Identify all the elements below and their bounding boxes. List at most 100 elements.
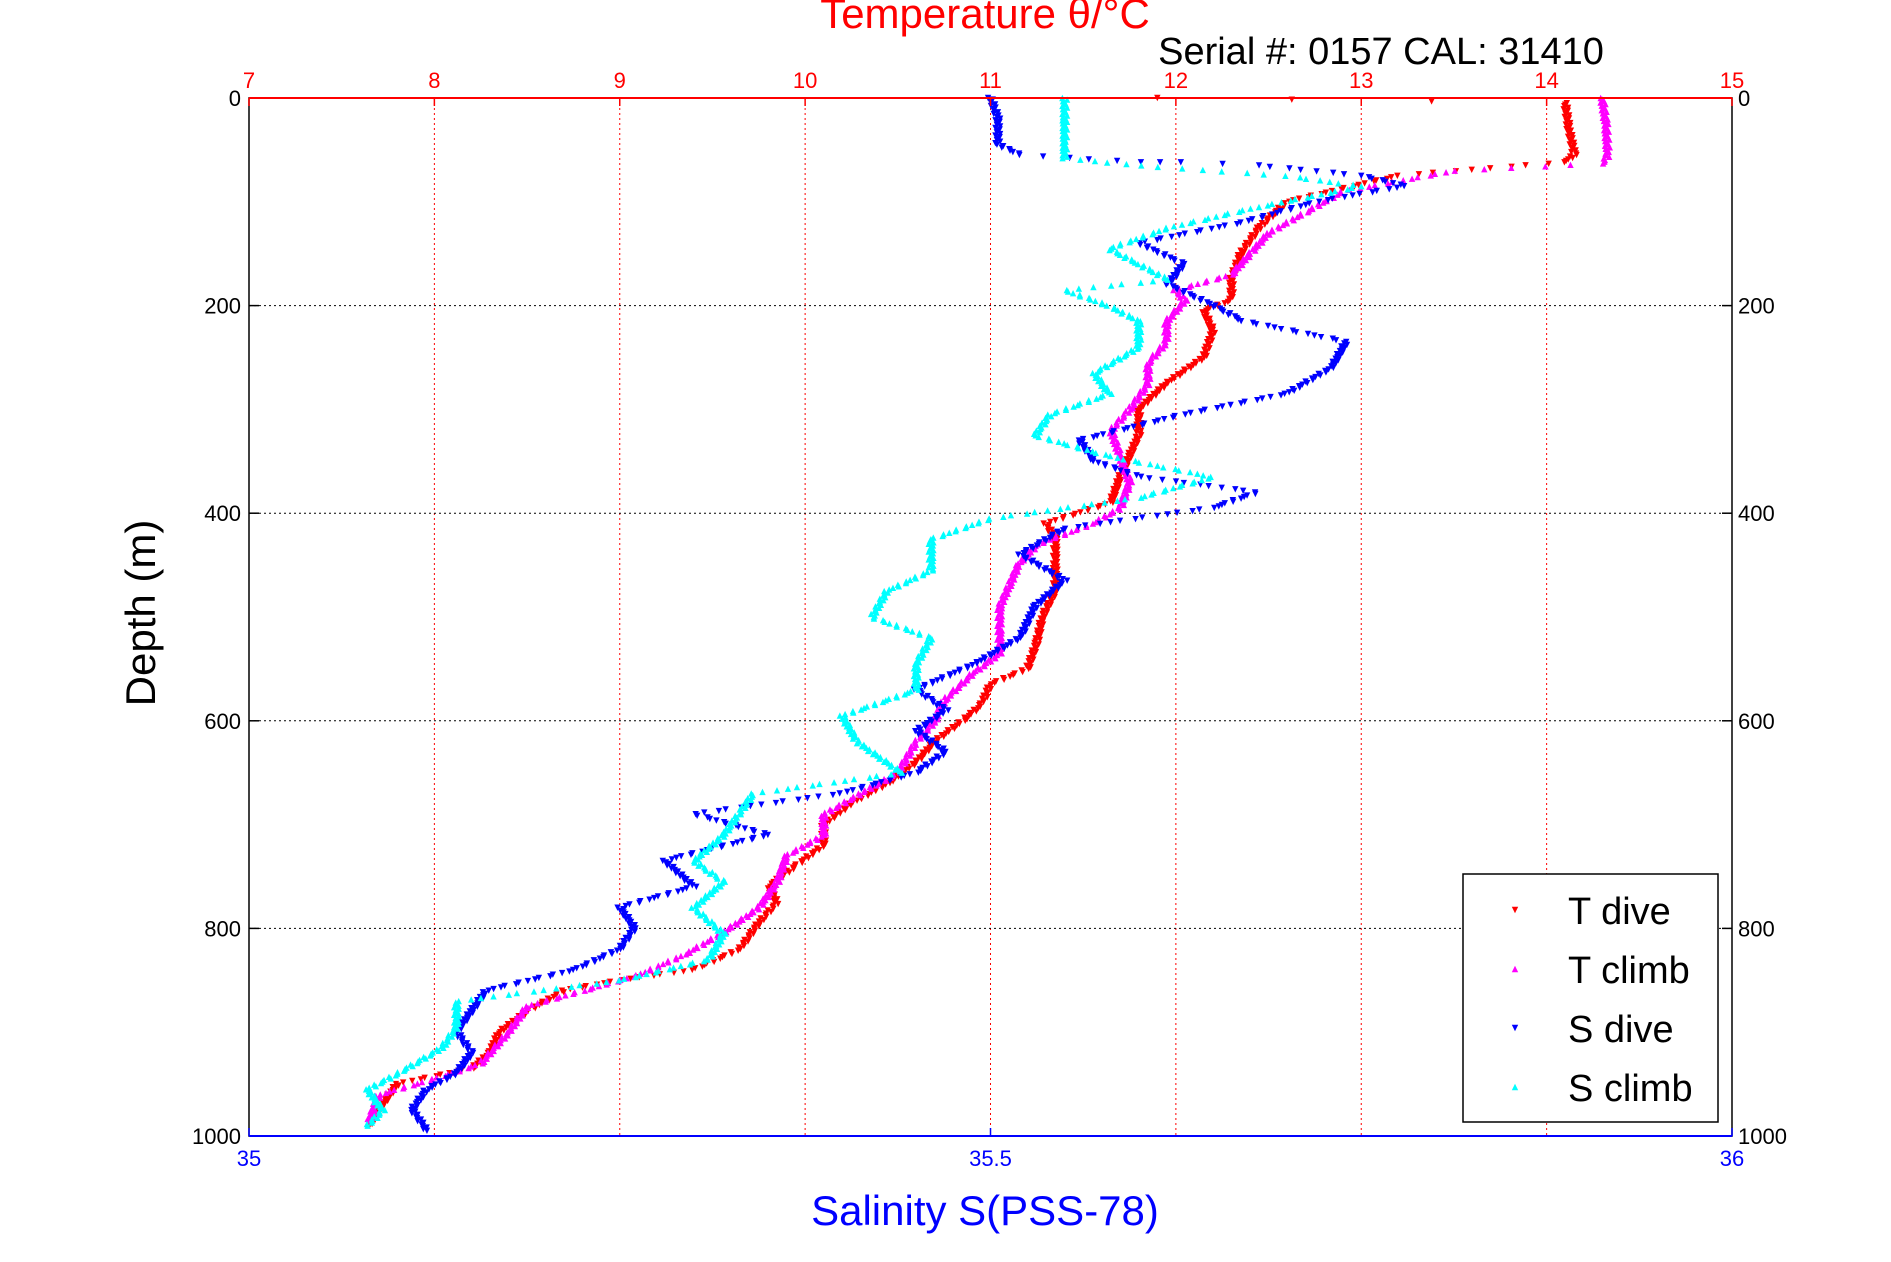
data-point — [1190, 294, 1198, 301]
data-point — [1194, 280, 1201, 288]
data-point — [1187, 219, 1194, 227]
data-point — [1138, 162, 1145, 169]
data-point — [1176, 232, 1183, 239]
data-point — [1041, 566, 1048, 574]
data-point — [728, 817, 736, 824]
data-point — [700, 941, 708, 948]
data-point — [1269, 211, 1276, 218]
data-point — [734, 921, 741, 928]
data-point — [702, 867, 710, 874]
data-point — [1059, 144, 1066, 151]
data-point — [914, 671, 922, 678]
data-point — [748, 793, 755, 800]
data-point — [715, 807, 723, 815]
data-point — [964, 676, 971, 684]
data-point — [1205, 475, 1212, 482]
data-point — [1389, 180, 1397, 187]
data-point — [1481, 166, 1488, 173]
data-point — [1116, 242, 1124, 249]
data-point — [1329, 169, 1337, 177]
data-point — [1361, 180, 1368, 187]
data-point — [906, 771, 914, 778]
data-point — [955, 684, 963, 692]
data-point — [886, 620, 893, 627]
data-point — [1218, 168, 1225, 175]
data-point — [1042, 537, 1050, 545]
data-point — [390, 1086, 398, 1094]
data-point — [870, 615, 878, 622]
data-point — [1106, 452, 1114, 460]
data-point — [1170, 484, 1177, 492]
data-point — [699, 963, 706, 970]
data-point — [418, 1078, 426, 1086]
data-point — [1567, 161, 1574, 169]
data-point — [686, 949, 694, 956]
data-point — [1159, 476, 1166, 484]
data-point — [1042, 417, 1050, 425]
data-point — [918, 755, 925, 763]
data-point — [914, 678, 922, 686]
data-point — [804, 795, 811, 802]
data-point — [969, 672, 976, 679]
data-point — [414, 1080, 421, 1087]
data-point — [918, 654, 926, 661]
data-point — [1077, 156, 1084, 163]
data-point — [382, 1089, 390, 1097]
data-point — [522, 1007, 529, 1015]
data-point — [435, 1047, 443, 1055]
data-point — [1163, 281, 1170, 289]
y-axis-label: Depth (m) — [117, 520, 164, 707]
data-point — [1431, 170, 1439, 178]
bottom-axis-tick-label: 35.5 — [969, 1146, 1012, 1171]
data-point — [1091, 157, 1099, 165]
data-point — [1113, 157, 1121, 165]
data-point — [1335, 180, 1342, 187]
data-point — [804, 841, 811, 848]
data-point — [703, 848, 711, 855]
data-point — [1210, 303, 1217, 311]
data-point — [1087, 296, 1094, 303]
data-point — [591, 958, 599, 966]
data-point — [1141, 492, 1148, 500]
data-point — [1295, 195, 1303, 202]
data-point — [741, 825, 749, 832]
data-point — [1237, 317, 1245, 325]
data-point — [1297, 166, 1304, 174]
data-point — [673, 955, 680, 963]
data-point — [1176, 294, 1184, 301]
data-point — [477, 994, 485, 1002]
data-point — [674, 888, 682, 895]
data-point — [1267, 393, 1274, 401]
data-point — [570, 990, 577, 997]
data-point — [1173, 273, 1180, 281]
data-point — [469, 1009, 476, 1017]
data-point — [930, 562, 937, 569]
data-point — [1108, 429, 1116, 437]
data-point — [1018, 558, 1025, 566]
data-point — [1319, 199, 1327, 206]
data-point — [1414, 173, 1421, 181]
data-point — [850, 775, 858, 783]
data-point — [553, 995, 561, 1002]
data-point — [1089, 458, 1097, 465]
data-point — [458, 1025, 465, 1033]
data-point — [1468, 166, 1475, 174]
data-point — [613, 947, 621, 954]
data-point — [1162, 341, 1169, 349]
data-point — [1029, 545, 1037, 552]
data-point — [952, 687, 960, 695]
data-point — [780, 866, 788, 873]
data-point — [534, 999, 541, 1007]
data-point — [1332, 337, 1340, 344]
data-point — [706, 815, 714, 823]
data-point — [1146, 372, 1153, 379]
data-point — [1221, 222, 1228, 229]
data-point — [922, 723, 929, 730]
data-point — [916, 631, 923, 638]
data-point — [454, 1025, 461, 1032]
data-point — [1180, 289, 1187, 297]
data-point — [1186, 283, 1193, 291]
data-point — [841, 777, 849, 784]
data-point — [765, 890, 773, 898]
series-s-climb — [362, 94, 1365, 1129]
